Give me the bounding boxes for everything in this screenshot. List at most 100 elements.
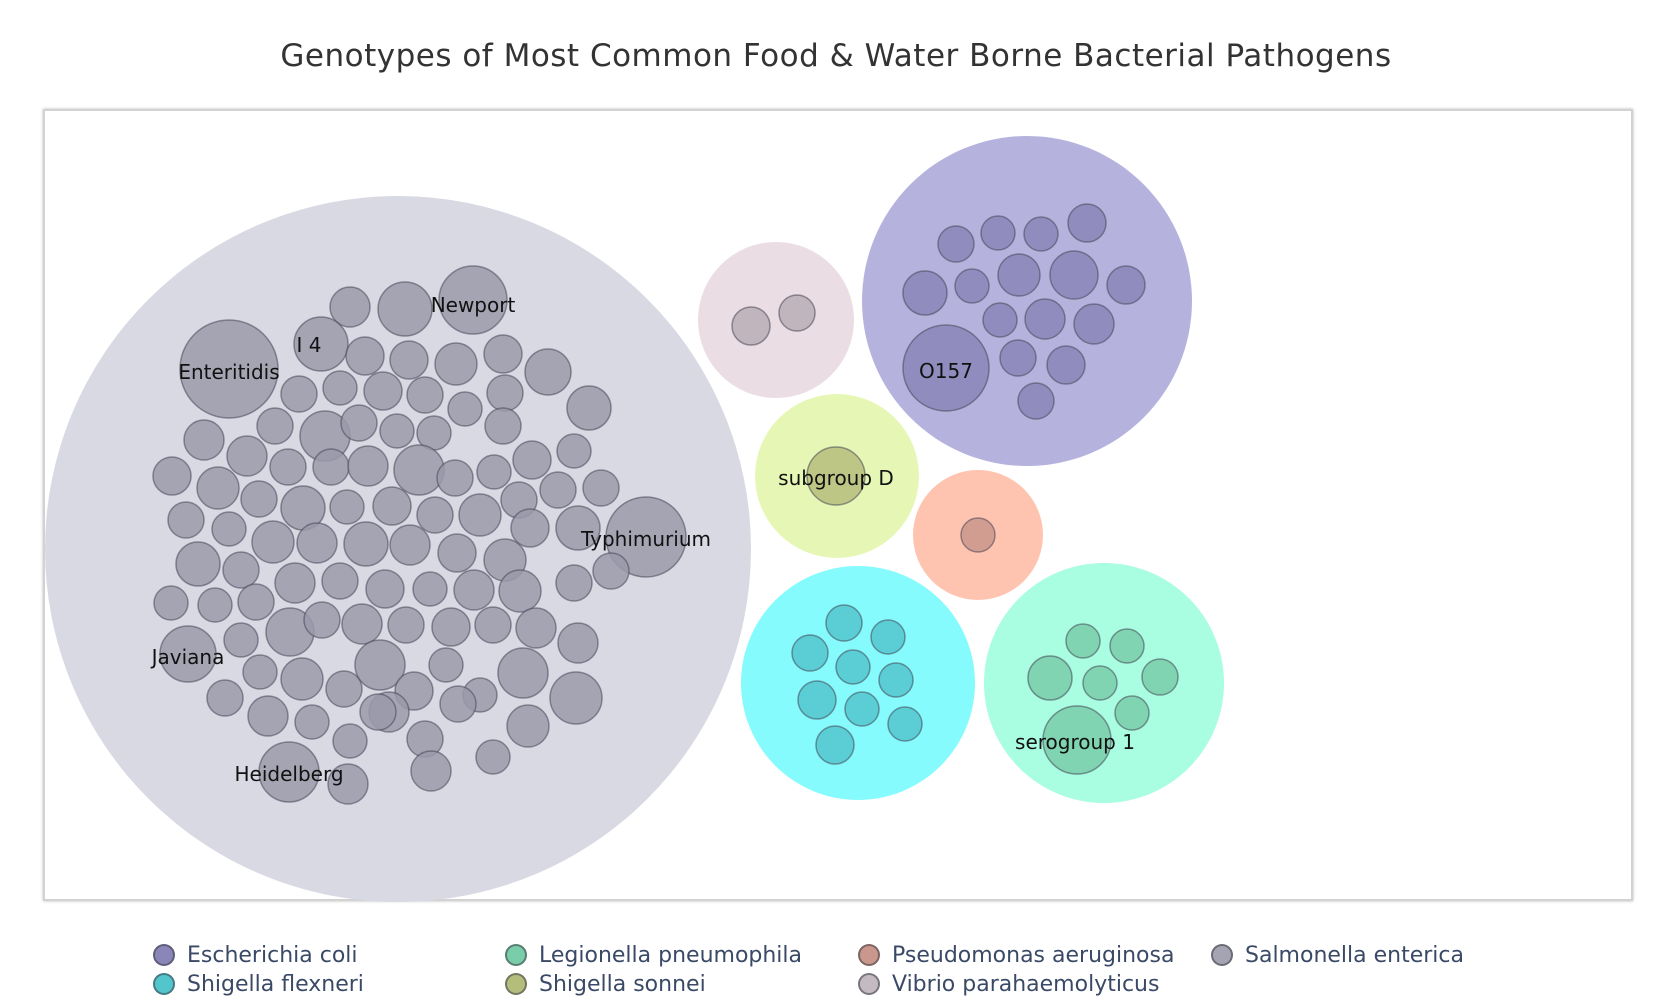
bubble-salmonella-enterica[interactable]: [312, 448, 350, 486]
bubble-salmonella-enterica[interactable]: [293, 316, 349, 372]
bubble-escherichia-coli[interactable]: [1073, 303, 1115, 345]
bubble-escherichia-coli[interactable]: [1017, 382, 1055, 420]
bubble-salmonella-enterica[interactable]: [497, 647, 549, 699]
bubble-legionella-pneumophila[interactable]: [1027, 655, 1073, 701]
bubble-salmonella-enterica[interactable]: [329, 286, 371, 328]
bubble-salmonella-enterica[interactable]: [416, 496, 454, 534]
bubble-salmonella-enterica[interactable]: [274, 562, 316, 604]
bubble-salmonella-enterica[interactable]: [557, 622, 599, 664]
bubble-salmonella-enterica[interactable]: [592, 552, 630, 590]
bubble-salmonella-enterica[interactable]: [389, 524, 431, 566]
bubble-shigella-flexneri[interactable]: [887, 706, 923, 742]
bubble-salmonella-enterica[interactable]: [206, 679, 244, 717]
bubble-legionella-pneumophila[interactable]: [1141, 658, 1179, 696]
bubble-salmonella-enterica[interactable]: [341, 603, 383, 645]
bubble-salmonella-enterica[interactable]: [321, 562, 359, 600]
bubble-escherichia-coli[interactable]: [982, 302, 1018, 338]
bubble-salmonella-enterica[interactable]: [556, 433, 592, 469]
legend-item-pseudomonas-aeruginosa[interactable]: Pseudomonas aeruginosa: [858, 941, 1174, 969]
bubble-salmonella-enterica[interactable]: [179, 319, 279, 419]
bubble-salmonella-enterica[interactable]: [327, 763, 369, 805]
bubble-salmonella-enterica[interactable]: [377, 281, 433, 337]
bubble-salmonella-enterica[interactable]: [247, 695, 289, 737]
bubble-escherichia-coli[interactable]: [954, 268, 990, 304]
bubble-salmonella-enterica[interactable]: [211, 511, 247, 547]
bubble-salmonella-enterica[interactable]: [406, 376, 444, 414]
bubble-legionella-pneumophila[interactable]: [1042, 705, 1112, 775]
bubble-salmonella-enterica[interactable]: [436, 459, 474, 497]
bubble-salmonella-enterica[interactable]: [437, 533, 477, 573]
bubble-escherichia-coli[interactable]: [902, 324, 990, 412]
bubble-escherichia-coli[interactable]: [1106, 265, 1146, 305]
bubble-shigella-flexneri[interactable]: [870, 619, 906, 655]
legend-item-shigella-flexneri[interactable]: Shigella flexneri: [153, 970, 364, 998]
bubble-salmonella-enterica[interactable]: [183, 419, 225, 461]
bubble-shigella-flexneri[interactable]: [878, 662, 914, 698]
bubble-salmonella-enterica[interactable]: [566, 385, 612, 431]
bubble-salmonella-enterica[interactable]: [343, 521, 389, 567]
bubble-salmonella-enterica[interactable]: [555, 505, 601, 551]
bubble-salmonella-enterica[interactable]: [506, 704, 550, 748]
bubble-vibrio-parahaemolyticus[interactable]: [731, 306, 771, 346]
bubble-shigella-flexneri[interactable]: [844, 691, 880, 727]
bubble-salmonella-enterica[interactable]: [389, 340, 429, 380]
bubble-salmonella-enterica[interactable]: [359, 693, 397, 731]
bubble-salmonella-enterica[interactable]: [167, 501, 205, 539]
bubble-shigella-flexneri[interactable]: [791, 634, 829, 672]
bubble-salmonella-enterica[interactable]: [322, 370, 358, 406]
bubble-vibrio-parahaemolyticus[interactable]: [778, 294, 816, 332]
bubble-salmonella-enterica[interactable]: [379, 413, 415, 449]
legend-item-legionella-pneumophila[interactable]: Legionella pneumophila: [505, 941, 802, 969]
bubble-salmonella-enterica[interactable]: [365, 569, 405, 609]
bubble-escherichia-coli[interactable]: [999, 339, 1037, 377]
bubble-salmonella-enterica[interactable]: [458, 493, 502, 537]
legend-item-vibrio-parahaemolyticus[interactable]: Vibrio parahaemolyticus: [858, 970, 1159, 998]
bubble-salmonella-enterica[interactable]: [510, 508, 550, 548]
bubble-escherichia-coli[interactable]: [902, 270, 948, 316]
bubble-salmonella-enterica[interactable]: [475, 739, 511, 775]
bubble-salmonella-enterica[interactable]: [410, 750, 452, 792]
bubble-salmonella-enterica[interactable]: [372, 486, 412, 526]
bubble-salmonella-enterica[interactable]: [294, 704, 330, 740]
bubble-salmonella-enterica[interactable]: [340, 404, 378, 442]
bubble-salmonella-enterica[interactable]: [256, 407, 294, 445]
bubble-salmonella-enterica[interactable]: [159, 625, 217, 683]
bubble-salmonella-enterica[interactable]: [226, 435, 268, 477]
bubble-salmonella-enterica[interactable]: [447, 391, 483, 427]
bubble-salmonella-enterica[interactable]: [197, 587, 233, 623]
bubble-salmonella-enterica[interactable]: [498, 569, 542, 613]
bubble-salmonella-enterica[interactable]: [251, 520, 295, 564]
bubble-shigella-flexneri[interactable]: [835, 649, 871, 685]
bubble-salmonella-enterica[interactable]: [549, 671, 603, 725]
bubble-salmonella-enterica[interactable]: [332, 723, 368, 759]
bubble-salmonella-enterica[interactable]: [486, 374, 524, 412]
bubble-salmonella-enterica[interactable]: [354, 639, 406, 691]
bubble-salmonella-enterica[interactable]: [393, 444, 445, 496]
bubble-salmonella-enterica[interactable]: [258, 741, 320, 803]
bubble-salmonella-enterica[interactable]: [474, 606, 512, 644]
bubble-salmonella-enterica[interactable]: [329, 489, 365, 525]
bubble-legionella-pneumophila[interactable]: [1109, 628, 1145, 664]
bubble-salmonella-enterica[interactable]: [269, 448, 307, 486]
bubble-escherichia-coli[interactable]: [1067, 203, 1107, 243]
bubble-salmonella-enterica[interactable]: [237, 583, 275, 621]
bubble-legionella-pneumophila[interactable]: [1114, 695, 1150, 731]
bubble-salmonella-enterica[interactable]: [539, 471, 577, 509]
bubble-salmonella-enterica[interactable]: [223, 622, 259, 658]
bubble-salmonella-enterica[interactable]: [222, 551, 260, 589]
bubble-salmonella-enterica[interactable]: [387, 606, 425, 644]
bubble-salmonella-enterica[interactable]: [280, 657, 324, 701]
bubble-salmonella-enterica[interactable]: [325, 670, 363, 708]
bubble-salmonella-enterica[interactable]: [428, 647, 464, 683]
bubble-salmonella-enterica[interactable]: [524, 348, 572, 396]
bubble-salmonella-enterica[interactable]: [434, 342, 478, 386]
bubble-salmonella-enterica[interactable]: [345, 336, 385, 376]
bubble-salmonella-enterica[interactable]: [483, 334, 523, 374]
bubble-salmonella-enterica[interactable]: [175, 541, 221, 587]
bubble-salmonella-enterica[interactable]: [240, 480, 278, 518]
bubble-salmonella-enterica[interactable]: [512, 440, 552, 480]
bubble-shigella-sonnei[interactable]: [806, 446, 866, 506]
bubble-salmonella-enterica[interactable]: [363, 371, 403, 411]
bubble-salmonella-enterica[interactable]: [280, 375, 318, 413]
bubble-pseudomonas-aeruginosa[interactable]: [960, 517, 996, 553]
